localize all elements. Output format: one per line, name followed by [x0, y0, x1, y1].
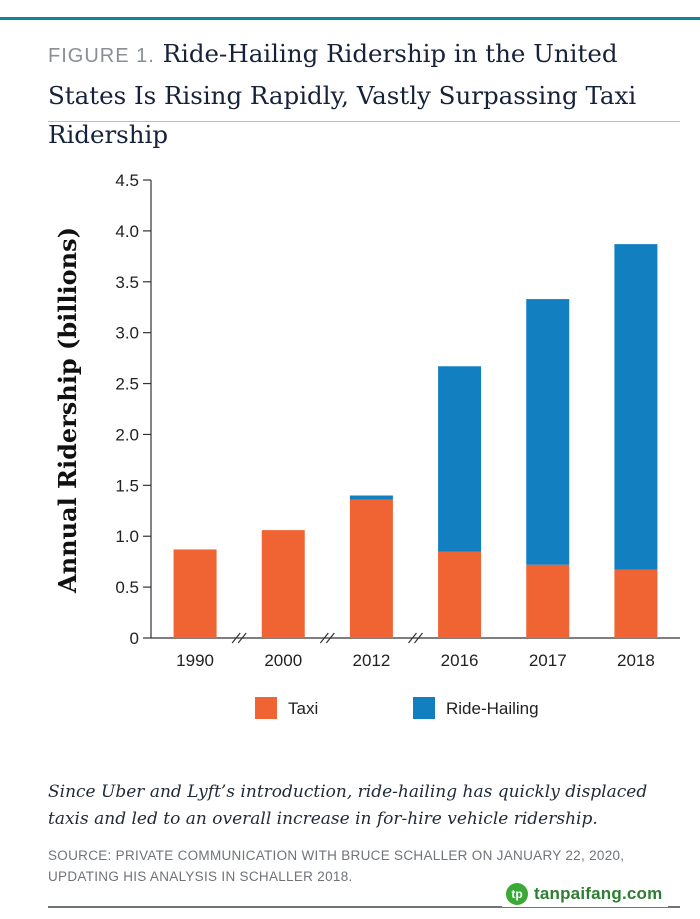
x-tick-label: 2018 — [617, 651, 655, 670]
bar-taxi-2012 — [349, 499, 393, 638]
axis-break-marker — [408, 632, 423, 644]
axis-break-stroke — [231, 632, 241, 644]
y-tick-label: 3.5 — [115, 273, 139, 292]
y-tick-label: 4.5 — [115, 171, 139, 190]
axis-break-marker — [319, 632, 335, 644]
x-tick-label: 2017 — [529, 651, 567, 670]
figure-title-text: Ride-Hailing Ridership in the United Sta… — [48, 39, 637, 149]
x-tick-label: 2012 — [353, 651, 391, 670]
x-tick-label: 2016 — [441, 651, 479, 670]
source-note: SOURCE: PRIVATE COMMUNICATION WITH BRUCE… — [48, 848, 625, 884]
x-tick-label: 2000 — [264, 651, 302, 670]
bar-ride-hailing-2017 — [526, 299, 570, 565]
y-axis-title: Annual Ridership (billions) — [53, 227, 82, 594]
axis-break-stroke — [325, 632, 335, 644]
axis-break-stroke — [408, 632, 417, 644]
axis-break-stroke — [414, 632, 423, 644]
y-tick-label: 0.5 — [115, 578, 139, 597]
legend-label-ride-hailing: Ride-Hailing — [446, 699, 539, 718]
axis-break-stroke — [237, 632, 247, 644]
y-tick-label: 0 — [130, 629, 139, 648]
x-tick-label: 1990 — [176, 651, 214, 670]
y-tick-label: 1.0 — [115, 527, 139, 546]
y-tick-label: 2.5 — [115, 375, 139, 394]
watermark: tp tanpaifang.com — [502, 881, 669, 907]
y-tick-label: 2.0 — [115, 425, 139, 444]
bar-taxi-2018 — [614, 569, 658, 638]
figure-caption: Since Uber and Lyft’s introduction, ride… — [48, 782, 648, 829]
watermark-text: tanpaifang.com — [534, 884, 663, 903]
legend-label-taxi: Taxi — [288, 699, 318, 718]
legend-swatch-taxi — [255, 697, 277, 719]
axis-break-marker — [231, 632, 247, 644]
bar-taxi-2017 — [526, 564, 570, 638]
title-divider — [48, 121, 680, 122]
ridership-bar-chart: Annual Ridership (billions) 0 0.5 1.0 1.5 2.… — [53, 171, 680, 719]
figure-label: FIGURE 1. — [48, 45, 155, 67]
top-accent-rule — [0, 17, 700, 20]
bar-taxi-2000 — [261, 530, 305, 638]
figure-title: FIGURE 1. Ride-Hailing Ridership in the … — [48, 34, 688, 154]
bar-taxi-2016 — [438, 551, 482, 638]
bottom-divider — [48, 906, 680, 908]
legend-swatch-ride-hailing — [413, 697, 435, 719]
y-tick-label: 3.0 — [115, 324, 139, 343]
watermark-logo-icon: tp — [506, 883, 528, 905]
bar-ride-hailing-2016 — [438, 366, 482, 552]
y-tick-label: 4.0 — [115, 222, 139, 241]
bar-ride-hailing-2018 — [614, 244, 658, 570]
bar-ride-hailing-2012 — [349, 495, 393, 500]
y-tick-label: 1.5 — [115, 476, 139, 495]
bar-taxi-1990 — [173, 549, 217, 638]
axis-break-stroke — [319, 632, 329, 644]
